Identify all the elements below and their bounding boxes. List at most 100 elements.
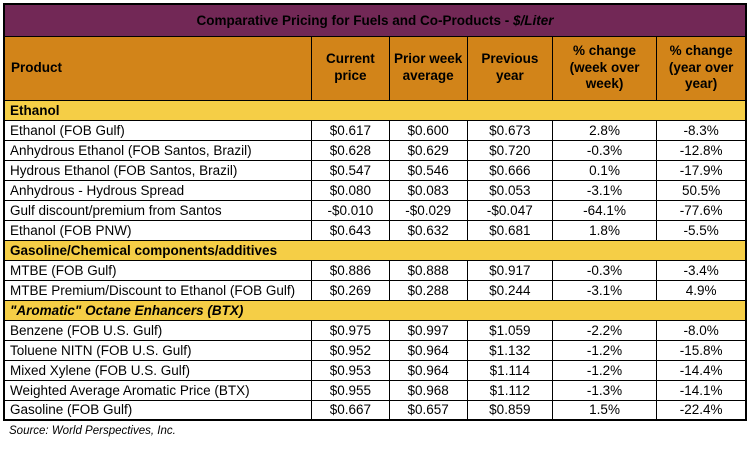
yoy-cell: 50.5% xyxy=(656,179,747,201)
prior-cell: $0.288 xyxy=(388,279,468,301)
section-header-label: "Aromatic" Octane Enhancers (BTX) xyxy=(3,299,747,321)
table-row: Ethanol (FOB PNW) $0.643 $0.632 $0.681 1.8% -… xyxy=(3,219,747,241)
current-cell: $0.628 xyxy=(311,139,390,161)
prior-cell: $0.997 xyxy=(388,319,468,341)
product-cell: Weighted Average Aromatic Price (BTX) xyxy=(3,379,313,401)
prior-cell: $0.546 xyxy=(388,159,468,181)
previous-cell: $1.132 xyxy=(466,339,553,361)
product-cell: Gulf discount/premium from Santos xyxy=(3,199,313,221)
column-header-row: Product Current price Prior week average… xyxy=(3,35,747,101)
yoy-cell: -5.5% xyxy=(656,219,747,241)
table-row: Benzene (FOB U.S. Gulf) $0.975 $0.997 $1.05… xyxy=(3,319,747,341)
yoy-cell: -15.8% xyxy=(656,339,747,361)
prior-cell: $0.632 xyxy=(388,219,468,241)
previous-cell: -$0.047 xyxy=(466,199,553,221)
wow-cell: 1.8% xyxy=(551,219,658,241)
current-cell: -$0.010 xyxy=(311,199,390,221)
previous-cell: $0.917 xyxy=(466,259,553,281)
product-cell: Benzene (FOB U.S. Gulf) xyxy=(3,319,313,341)
column-header-prior-week-average: Prior week average xyxy=(388,35,468,101)
product-cell: Anhydrous - Hydrous Spread xyxy=(3,179,313,201)
prior-cell: $0.657 xyxy=(388,399,468,421)
wow-cell: 1.5% xyxy=(551,399,658,421)
source-note: Source: World Perspectives, Inc. xyxy=(9,425,176,437)
previous-cell: $1.114 xyxy=(466,359,553,381)
product-cell: Ethanol (FOB PNW) xyxy=(3,219,313,241)
wow-cell: 0.1% xyxy=(551,159,658,181)
column-header-previous-year: Previous year xyxy=(466,35,553,101)
yoy-cell: -14.4% xyxy=(656,359,747,381)
wow-cell: 2.8% xyxy=(551,119,658,141)
current-cell: $0.975 xyxy=(311,319,390,341)
product-cell: Anhydrous Ethanol (FOB Santos, Brazil) xyxy=(3,139,313,161)
table-row: MTBE (FOB Gulf) $0.886 $0.888 $0.917 -0.3% -3… xyxy=(3,259,747,281)
yoy-cell: -3.4% xyxy=(656,259,747,281)
column-header-pct-change-yoy: % change (year over year) xyxy=(656,35,747,101)
table-title-text: Comparative Pricing for Fuels and Co-Pro… xyxy=(196,12,514,28)
table-title: Comparative Pricing for Fuels and Co-Pro… xyxy=(3,3,747,37)
product-cell: MTBE Premium/Discount to Ethanol (FOB Gu… xyxy=(3,279,313,301)
column-header-pct-change-wow: % change (week over week) xyxy=(551,35,658,101)
table-row: Anhydrous - Hydrous Spread $0.080 $0.083 $0… xyxy=(3,179,747,201)
current-cell: $0.886 xyxy=(311,259,390,281)
column-header-product: Product xyxy=(3,35,313,101)
previous-cell: $0.244 xyxy=(466,279,553,301)
table-row: Weighted Average Aromatic Price (BTX) $0.… xyxy=(3,379,747,401)
yoy-cell: -22.4% xyxy=(656,399,747,421)
section-header-row: Ethanol xyxy=(3,99,747,121)
product-cell: Gasoline (FOB Gulf) xyxy=(3,399,313,421)
previous-cell: $0.666 xyxy=(466,159,553,181)
previous-cell: $1.112 xyxy=(466,379,553,401)
title-row: Comparative Pricing for Fuels and Co-Pro… xyxy=(3,3,747,37)
product-cell: Hydrous Ethanol (FOB Santos, Brazil) xyxy=(3,159,313,181)
current-cell: $0.952 xyxy=(311,339,390,361)
previous-cell: $1.059 xyxy=(466,319,553,341)
yoy-cell: -12.8% xyxy=(656,139,747,161)
current-cell: $0.547 xyxy=(311,159,390,181)
table-row: Hydrous Ethanol (FOB Santos, Brazil) $0.5… xyxy=(3,159,747,181)
current-cell: $0.643 xyxy=(311,219,390,241)
wow-cell: -1.3% xyxy=(551,379,658,401)
table-row: Mixed Xylene (FOB U.S. Gulf) $0.953 $0.964… xyxy=(3,359,747,381)
wow-cell: -1.2% xyxy=(551,339,658,361)
prior-cell: $0.964 xyxy=(388,339,468,361)
current-cell: $0.955 xyxy=(311,379,390,401)
yoy-cell: -17.9% xyxy=(656,159,747,181)
prior-cell: $0.600 xyxy=(388,119,468,141)
product-cell: MTBE (FOB Gulf) xyxy=(3,259,313,281)
wow-cell: -3.1% xyxy=(551,279,658,301)
yoy-cell: -8.0% xyxy=(656,319,747,341)
table-row: Gulf discount/premium from Santos -$0.010… xyxy=(3,199,747,221)
prior-cell: $0.888 xyxy=(388,259,468,281)
product-cell: Ethanol (FOB Gulf) xyxy=(3,119,313,141)
section-header-label: Gasoline/Chemical components/additives xyxy=(3,239,747,261)
table-row: MTBE Premium/Discount to Ethanol (FOB Gu… xyxy=(3,279,747,301)
product-cell: Toluene NITN (FOB U.S. Gulf) xyxy=(3,339,313,361)
prior-cell: $0.968 xyxy=(388,379,468,401)
section-header-label: Ethanol xyxy=(3,99,747,121)
yoy-cell: -8.3% xyxy=(656,119,747,141)
prior-cell: $0.629 xyxy=(388,139,468,161)
previous-cell: $0.859 xyxy=(466,399,553,421)
prior-cell: $0.964 xyxy=(388,359,468,381)
wow-cell: -3.1% xyxy=(551,179,658,201)
prior-cell: $0.083 xyxy=(388,179,468,201)
column-header-current-price: Current price xyxy=(311,35,390,101)
table-row: Gasoline (FOB Gulf) $0.667 $0.657 $0.859 1.5… xyxy=(3,399,747,421)
current-cell: $0.667 xyxy=(311,399,390,421)
current-cell: $0.080 xyxy=(311,179,390,201)
table-row: Anhydrous Ethanol (FOB Santos, Brazil) $0… xyxy=(3,139,747,161)
current-cell: $0.953 xyxy=(311,359,390,381)
wow-cell: -64.1% xyxy=(551,199,658,221)
wow-cell: -0.3% xyxy=(551,139,658,161)
pricing-table: Comparative Pricing for Fuels and Co-Pro… xyxy=(3,3,747,421)
wow-cell: -0.3% xyxy=(551,259,658,281)
table-title-unit: $/Liter xyxy=(513,12,554,28)
wow-cell: -1.2% xyxy=(551,359,658,381)
previous-cell: $0.053 xyxy=(466,179,553,201)
wow-cell: -2.2% xyxy=(551,319,658,341)
prior-cell: -$0.029 xyxy=(388,199,468,221)
yoy-cell: -77.6% xyxy=(656,199,747,221)
current-cell: $0.617 xyxy=(311,119,390,141)
previous-cell: $0.681 xyxy=(466,219,553,241)
